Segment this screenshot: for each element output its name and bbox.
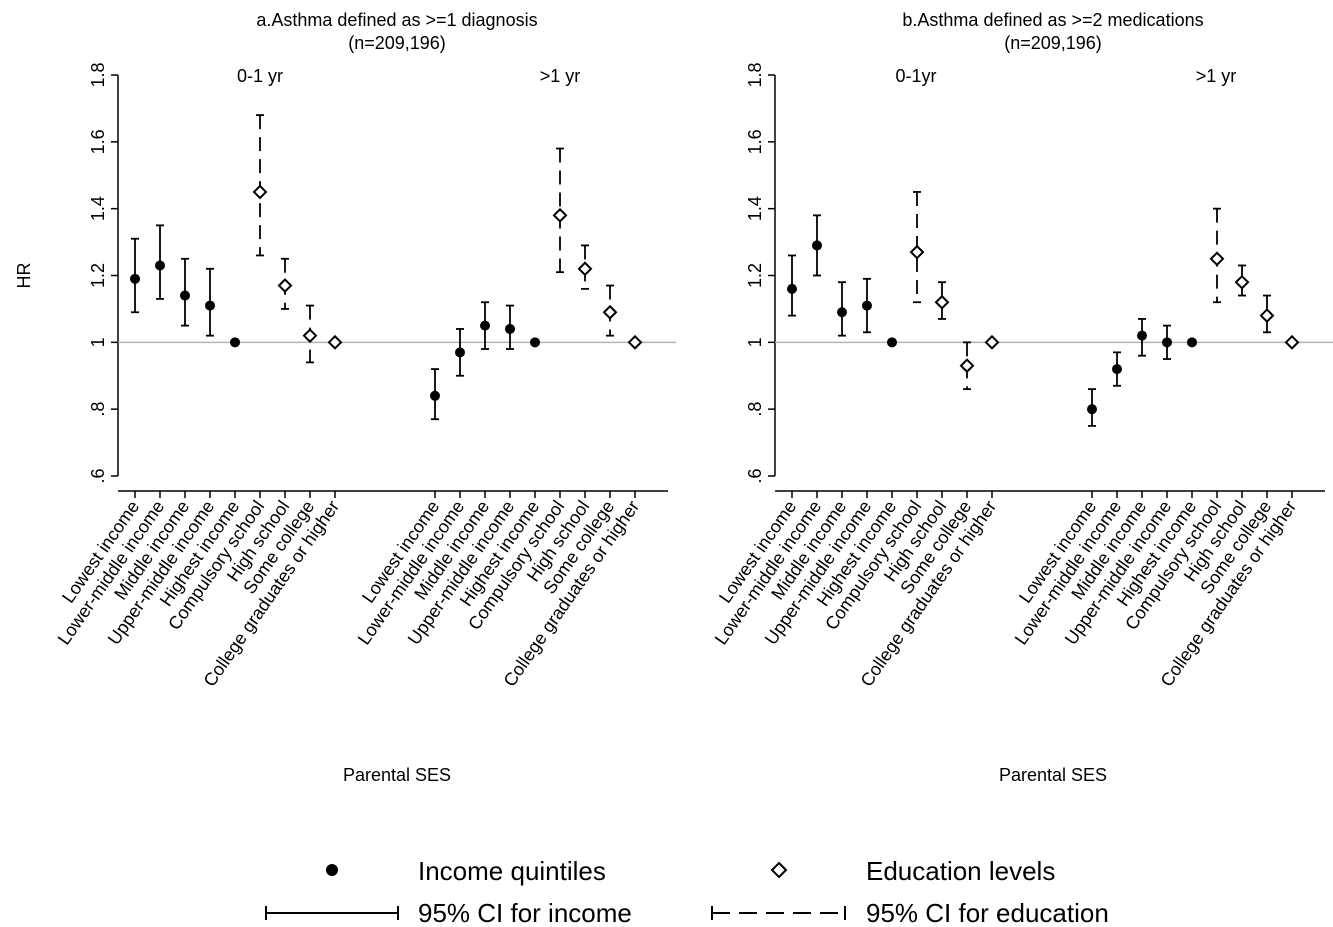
y-axis-label: HR <box>14 263 34 289</box>
legend-income-ci-label: 95% CI for income <box>418 898 632 927</box>
y-tick-label: .6 <box>88 468 108 483</box>
education-ci <box>938 281 946 320</box>
income-point <box>837 307 847 318</box>
education-point <box>602 304 618 320</box>
income-point <box>505 323 515 334</box>
income-point <box>887 337 897 348</box>
income-point <box>455 347 465 358</box>
legend-education-label: Education levels <box>866 856 1055 886</box>
income-point <box>1187 337 1197 348</box>
education-ci <box>1238 264 1246 297</box>
chart-title: a.Asthma defined as >=1 diagnosis <box>256 10 537 30</box>
education-point <box>1234 274 1250 290</box>
income-point <box>812 240 822 251</box>
group-label: 0-1 yr <box>237 66 283 86</box>
legend-education-ci-line <box>711 906 846 920</box>
chart-title: b.Asthma defined as >=2 medications <box>902 10 1203 30</box>
income-point <box>230 337 240 348</box>
income-point <box>787 283 797 294</box>
y-tick-label: 1.2 <box>745 263 765 288</box>
y-tick-label: 1.8 <box>745 62 765 87</box>
income-point <box>1162 337 1172 348</box>
y-tick-label: 1.6 <box>745 129 765 154</box>
y-tick-label: 1.6 <box>88 129 108 154</box>
income-point <box>862 300 872 311</box>
education-ci <box>556 147 564 274</box>
y-tick-label: .6 <box>745 468 765 483</box>
y-tick-label: .8 <box>745 402 765 417</box>
legend-education-ci-label: 95% CI for education <box>866 898 1109 927</box>
legend: Income quintiles Education levels 95% CI… <box>265 856 1109 927</box>
income-point <box>1112 364 1122 375</box>
education-point <box>1259 308 1275 324</box>
education-ci <box>581 244 589 290</box>
chart-subtitle: (n=209,196) <box>348 33 446 53</box>
group-label: >1 yr <box>1196 66 1237 86</box>
education-point <box>252 184 268 200</box>
income-point <box>180 290 190 301</box>
x-axis-label: Parental SES <box>343 765 451 785</box>
income-point <box>480 320 490 331</box>
education-point <box>577 261 593 277</box>
legend-income-ci-line <box>265 906 399 920</box>
income-point <box>205 300 215 311</box>
education-point <box>934 294 950 310</box>
legend-income-marker <box>326 864 338 876</box>
chart-panels: a.Asthma defined as >=1 diagnosis (n=209,… <box>14 10 1333 785</box>
y-tick-label: 1.8 <box>88 62 108 87</box>
legend-income-label: Income quintiles <box>418 856 606 886</box>
chart-panel-a: a.Asthma defined as >=1 diagnosis (n=209,… <box>14 10 676 785</box>
education-point <box>909 244 925 260</box>
income-point <box>430 390 440 401</box>
y-tick-label: 1 <box>745 337 765 347</box>
chart-subtitle: (n=209,196) <box>1004 33 1102 53</box>
education-point <box>627 334 643 350</box>
chart-panel-b: b.Asthma defined as >=2 medications (n=20… <box>711 10 1333 785</box>
education-ci <box>1263 294 1271 334</box>
income-point <box>530 337 540 348</box>
education-point <box>327 334 343 350</box>
education-point <box>552 207 568 223</box>
y-tick-label: 1.4 <box>88 196 108 221</box>
education-point <box>1284 334 1300 350</box>
x-axis-label: Parental SES <box>999 765 1107 785</box>
income-point <box>155 260 165 271</box>
legend-education-marker <box>770 861 788 879</box>
y-tick-label: 1.4 <box>745 196 765 221</box>
education-point <box>959 358 975 374</box>
group-label: >1 yr <box>540 66 581 86</box>
income-point <box>1087 404 1097 415</box>
income-point <box>130 273 140 284</box>
education-point <box>277 278 293 293</box>
group-label: 0-1yr <box>895 66 936 86</box>
education-point <box>984 334 1000 350</box>
y-tick-label: .8 <box>88 402 108 417</box>
education-point <box>302 328 318 344</box>
education-point <box>1209 251 1225 267</box>
income-point <box>1137 330 1147 341</box>
y-tick-label: 1.2 <box>88 263 108 288</box>
y-tick-label: 1 <box>88 337 108 347</box>
